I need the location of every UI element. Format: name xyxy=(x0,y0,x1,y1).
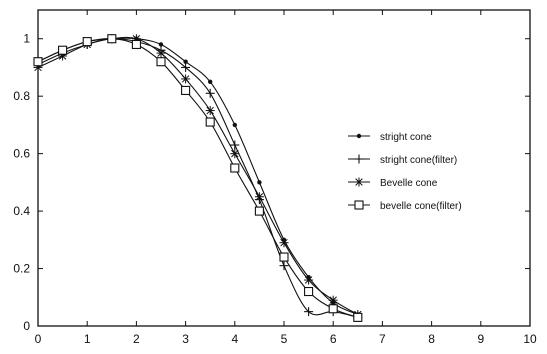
legend: stright cone stright cone(filter) Bevelle … xyxy=(348,132,462,212)
legend-label-2: Bevelle cone xyxy=(380,178,438,189)
marker-dot xyxy=(208,79,213,85)
data-point-1-8 xyxy=(230,140,240,150)
marker-dot xyxy=(158,42,164,47)
marker-dot xyxy=(257,180,262,185)
axis-ticks: 0 1 2 3 4 5 6 7 8 9 10 0 0.2 0.4 0.6 0.8 1 xyxy=(13,10,537,346)
data-point-3-12 xyxy=(328,304,338,314)
data-point-3-6 xyxy=(181,85,191,95)
marker-square xyxy=(328,304,338,314)
legend-label-1: stright cone(filter) xyxy=(380,155,457,166)
x-tick-label: 2 xyxy=(133,332,140,346)
legend-label-3: bevelle cone(filter) xyxy=(380,201,462,212)
marker-dot xyxy=(232,122,237,128)
x-tick-label: 0 xyxy=(35,332,42,346)
data-point-1-6 xyxy=(181,62,191,72)
marker-square xyxy=(58,45,68,55)
marker-star-d2 xyxy=(280,238,288,247)
marker-star-d2 xyxy=(181,75,190,83)
y-tick-label: 0.4 xyxy=(13,204,30,218)
data-point-0-5 xyxy=(158,42,164,47)
data-point-3-5 xyxy=(156,57,166,67)
x-tick-label: 4 xyxy=(231,332,238,346)
data-point-1-7 xyxy=(205,88,215,98)
legend-marker-0 xyxy=(356,133,362,139)
marker-square xyxy=(131,39,141,50)
x-tick-label: 1 xyxy=(84,332,91,346)
marker-square xyxy=(33,57,43,67)
data-point-2-8 xyxy=(230,149,240,159)
data-point-3-1 xyxy=(58,45,68,55)
data-point-2-10 xyxy=(279,238,289,248)
data-point-2-6 xyxy=(181,74,191,84)
data-point-2-9 xyxy=(254,192,264,202)
marker-star-d2 xyxy=(206,106,214,115)
y-tick-label: 0.2 xyxy=(13,262,30,276)
data-point-1-10 xyxy=(279,261,289,271)
legend-marker-2 xyxy=(354,177,364,187)
data-point-3-7 xyxy=(205,117,215,127)
x-tick-label: 3 xyxy=(182,332,189,346)
data-point-3-2 xyxy=(82,37,92,47)
marker-square xyxy=(230,163,240,173)
marker-square xyxy=(304,286,314,297)
data-point-0-8 xyxy=(232,122,237,128)
marker-square xyxy=(254,206,264,216)
marker-square xyxy=(354,200,364,210)
marker-square xyxy=(82,37,92,47)
marker-star-d2 xyxy=(355,178,363,186)
plot-frame xyxy=(37,9,531,327)
y-tick-label: 0 xyxy=(23,319,30,333)
marker-star-d2 xyxy=(231,149,239,158)
x-tick-label: 7 xyxy=(379,332,386,346)
x-tick-label: 5 xyxy=(281,332,288,346)
data-point-2-12 xyxy=(328,295,338,305)
x-tick-label: 6 xyxy=(330,332,337,346)
data-point-3-4 xyxy=(131,39,141,50)
data-point-2-11 xyxy=(304,275,314,285)
series-markers xyxy=(33,34,363,322)
data-point-3-10 xyxy=(279,252,289,262)
data-point-0-9 xyxy=(257,180,262,185)
legend-label-0: stright cone xyxy=(380,132,432,143)
y-tick-label: 0.8 xyxy=(13,89,30,103)
data-point-3-13 xyxy=(353,312,363,322)
data-point-3-9 xyxy=(254,206,264,216)
data-point-3-3 xyxy=(107,34,117,44)
data-point-0-7 xyxy=(208,79,213,85)
x-tick-label: 10 xyxy=(523,332,537,346)
data-point-0-6 xyxy=(183,59,188,64)
marker-square xyxy=(353,312,363,322)
marker-star-d2 xyxy=(329,296,337,304)
marker-star-d2 xyxy=(255,192,264,201)
data-point-2-7 xyxy=(205,106,215,116)
data-point-3-8 xyxy=(230,163,240,173)
marker-square xyxy=(107,34,117,44)
data-point-3-0 xyxy=(33,57,43,67)
x-tick-label: 9 xyxy=(477,332,484,346)
marker-square xyxy=(156,57,166,67)
marker-square xyxy=(279,252,289,262)
marker-dot xyxy=(183,59,188,64)
series-line-0 xyxy=(37,37,359,316)
marker-star-d2 xyxy=(157,49,165,57)
x-tick-label: 8 xyxy=(428,332,435,346)
data-point-3-11 xyxy=(304,286,314,297)
marker-dot xyxy=(356,133,362,139)
marker-square xyxy=(205,117,215,127)
y-tick-label: 1 xyxy=(23,32,30,46)
marker-square xyxy=(181,85,191,95)
data-point-1-11 xyxy=(304,307,314,317)
data-point-2-5 xyxy=(156,48,166,58)
legend-marker-1 xyxy=(354,154,364,164)
y-tick-label: 0.6 xyxy=(13,147,30,161)
legend-marker-3 xyxy=(354,200,364,210)
marker-star-d2 xyxy=(304,276,313,284)
